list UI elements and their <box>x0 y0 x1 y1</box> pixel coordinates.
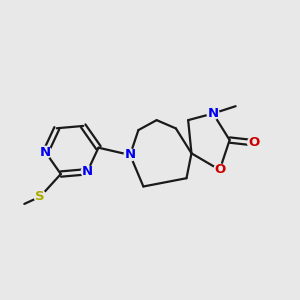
Text: N: N <box>124 148 136 161</box>
Text: N: N <box>208 107 219 120</box>
Circle shape <box>34 190 46 202</box>
Circle shape <box>124 149 136 161</box>
Circle shape <box>207 107 219 119</box>
Text: N: N <box>40 146 51 159</box>
Circle shape <box>81 166 93 178</box>
Text: O: O <box>214 164 225 176</box>
Text: N: N <box>82 165 93 178</box>
Circle shape <box>214 164 226 176</box>
Text: S: S <box>35 190 45 203</box>
Text: O: O <box>248 136 259 149</box>
Circle shape <box>248 137 260 149</box>
Circle shape <box>40 146 52 158</box>
